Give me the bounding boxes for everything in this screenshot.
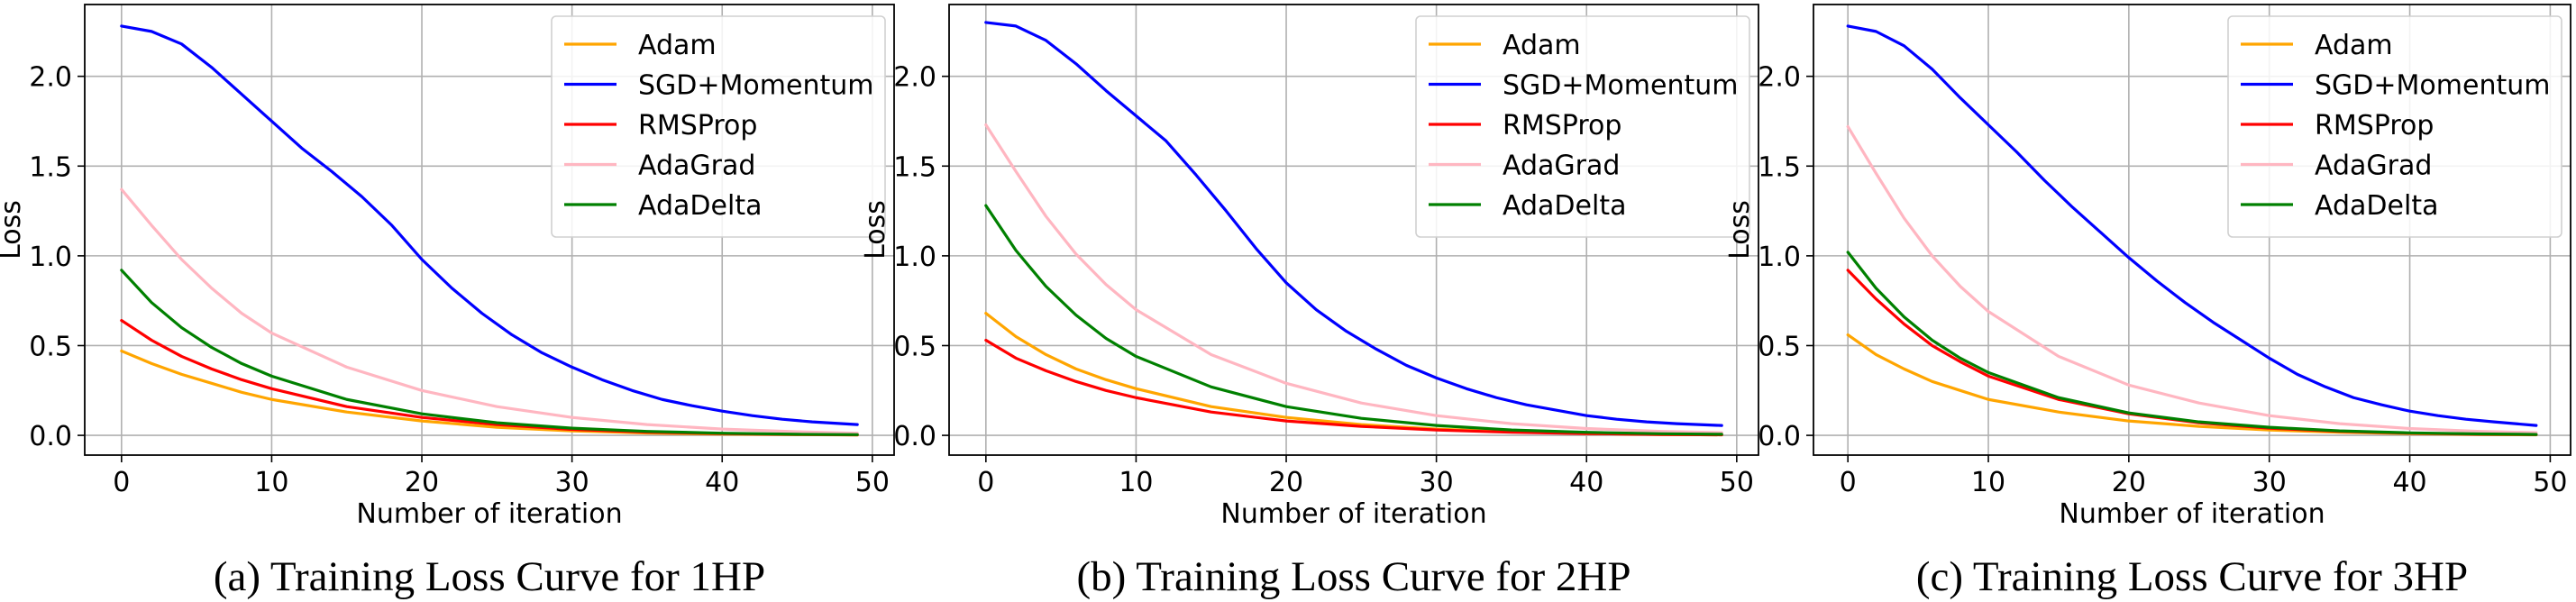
plot-frame [84,4,895,456]
y-axis-label: Loss [1724,200,1756,260]
series-line-sgd-momentum [120,24,859,426]
y-tick-label: 2.0 [29,62,72,94]
legend-label: SGD+Momentum [638,70,873,102]
plot-frame [1813,4,2571,456]
x-tick-label: 40 [705,467,739,498]
series-line-sgd-momentum [984,21,1723,427]
y-tick-label: 0.0 [29,421,72,452]
x-tick-label: 10 [1119,467,1153,498]
y-axis-label: Loss [0,200,27,260]
legend: Adam SGD+Momentum RMSProp AdaGrad AdaDelta [1415,15,1750,238]
x-axis-label: Number of iteration [2059,498,2325,530]
y-tick-label: 0.5 [29,331,72,362]
y-tick-label: 1.5 [893,151,936,183]
series-line-adadelta [120,269,859,436]
figure-caption: (a) Training Loss Curve for 1HP [214,553,765,600]
legend-box [1415,15,1750,238]
y-tick-label: 2.0 [1758,62,1801,94]
x-tick-label: 30 [555,467,589,498]
y-tick-label: 0.5 [1758,331,1801,362]
legend-label: Adam [638,30,717,61]
x-tick-label: 40 [2392,467,2426,498]
y-tick-label: 1.5 [29,151,72,183]
series-line-sgd-momentum [1846,24,2538,427]
x-tick-label: 30 [1420,467,1454,498]
legend: Adam SGD+Momentum RMSProp AdaGrad AdaDelta [551,15,886,238]
x-tick-label: 50 [2533,467,2567,498]
x-tick-label: 10 [254,467,288,498]
legend: Adam SGD+Momentum RMSProp AdaGrad AdaDelta [2227,15,2562,238]
x-tick-label: 10 [1971,467,2005,498]
legend-label: AdaGrad [1503,150,1620,182]
x-tick-label: 50 [855,467,890,498]
y-tick-label: 0.0 [1758,421,1801,452]
legend-label: RMSProp [1503,110,1621,141]
figure-caption: (b) Training Loss Curve for 2HP [1077,553,1631,600]
legend-label: AdaDelta [2315,190,2438,222]
series-lines [120,24,859,437]
x-tick-label: 40 [1569,467,1603,498]
legend-box [2227,15,2562,238]
legend-label: SGD+Momentum [1503,70,1738,102]
x-tick-label: 20 [1269,467,1303,498]
series-line-adadelta [1846,251,2538,436]
chart-panel: 0 10 20 30 40 50 0.0 0.5 1.0 1.5 2.0 Number of iter… [860,4,1759,600]
legend-label: AdaGrad [638,150,755,182]
y-tick-label: 1.0 [893,242,936,273]
legend-label: AdaDelta [1503,190,1626,222]
chart-panel: 0 10 20 30 40 50 0.0 0.5 1.0 1.5 2.0 Number of iter… [0,4,895,600]
x-tick-label: 0 [977,467,994,498]
series-line-adagrad [120,187,859,435]
series-lines [984,21,1723,437]
y-tick-label: 2.0 [893,62,936,94]
legend-label: Adam [1503,30,1581,61]
series-line-adagrad [1846,124,2538,434]
series-line-rmsprop [120,319,859,437]
series-line-adagrad [984,123,1723,434]
figure-caption: (c) Training Loss Curve for 3HP [1916,553,2468,600]
y-tick-label: 1.0 [1758,242,1801,273]
legend-label: AdaDelta [638,190,762,222]
x-axis-label: Number of iteration [1220,498,1486,530]
y-tick-label: 0.0 [893,421,936,452]
series-line-adadelta [984,204,1723,436]
plot-frame [948,4,1759,456]
legend-label: SGD+Momentum [2315,70,2550,102]
y-tick-label: 1.5 [1758,151,1801,183]
x-tick-label: 0 [1840,467,1857,498]
y-tick-label: 1.0 [29,242,72,273]
x-tick-label: 0 [113,467,130,498]
series-line-rmsprop [984,338,1723,437]
x-tick-label: 50 [1720,467,1754,498]
chart-panel: 0 10 20 30 40 50 0.0 0.5 1.0 1.5 2.0 Number of iter… [1724,4,2571,600]
x-tick-label: 20 [2112,467,2146,498]
x-tick-label: 30 [2252,467,2287,498]
series-lines [1846,24,2538,437]
legend-label: Adam [2315,30,2393,61]
x-tick-label: 20 [405,467,439,498]
x-axis-label: Number of iteration [356,498,622,530]
legend-label: RMSProp [638,110,757,141]
y-axis-label: Loss [860,200,891,260]
legend-box [551,15,886,238]
legend-label: RMSProp [2315,110,2434,141]
legend-label: AdaGrad [2315,150,2432,182]
y-tick-label: 0.5 [893,331,936,362]
